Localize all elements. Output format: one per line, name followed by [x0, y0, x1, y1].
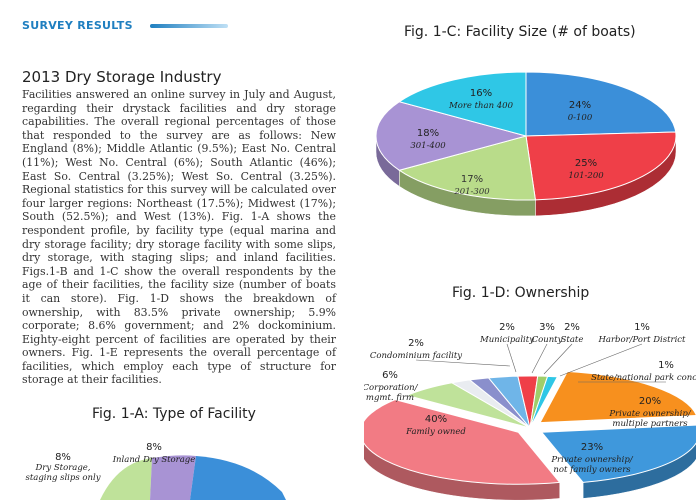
fig-1d-pct-private-ownership-multiple-partners: 20%	[639, 396, 661, 407]
fig-1d-pct-family-owned: 40%	[425, 414, 447, 425]
fig-1c-pct-more-than-400: 16%	[470, 88, 492, 99]
section-header: SURVEY RESULTS	[22, 19, 232, 39]
fig-1c-slice-301-400	[375, 101, 528, 171]
fig-1a-label-dry-storage-staging-slips-only: Dry Storage, staging slips only	[25, 463, 100, 483]
fig-1d-title: Fig. 1-D: Ownership	[452, 285, 590, 301]
fig-1a-label-inland-dry-storage: Inland Dry Storage	[112, 455, 196, 465]
fig-1d-leader-line	[531, 343, 548, 374]
fig-1d-pct-condominium-facility: 2%	[408, 338, 424, 349]
fig-1d-slice-family-owned	[364, 399, 561, 485]
fig-1c-title: Fig. 1-C: Facility Size (# of boats)	[404, 24, 636, 40]
fig-1a-slice-other	[190, 456, 286, 500]
fig-1c-slice-more-than-400	[398, 71, 527, 137]
fig-1d-label-harbor-port-district: Harbor/Port District	[598, 335, 687, 345]
fig-1d-label-private-ownership-not-family-owners: Private ownership/not family owners	[550, 455, 633, 475]
fig-1d-label-state-national-park-concessionaire: State/national park concessionaire	[591, 373, 696, 383]
fig-1a-pct-inland-dry-storage: 8%	[146, 442, 162, 453]
fig-1d-pie-chart: 20% Private ownership/multiple partners 23…	[364, 322, 696, 500]
fig-1c-pct-0-100: 24%	[569, 100, 591, 111]
fig-1d-leader-line	[559, 343, 643, 377]
fig-1c-label-0-100: 0-100	[568, 113, 593, 123]
fig-1d-leader-line	[543, 343, 573, 375]
fig-1d-label-corporation-mgmt-firm: Corporation/mgmt. firm	[364, 383, 419, 403]
fig-1d-pct-private-ownership-not-family-owners: 23%	[581, 442, 603, 453]
fig-1d-slice-private-ownership-not-family-owners	[540, 424, 696, 483]
fig-1a-title: Fig. 1-A: Type of Facility	[92, 406, 256, 422]
fig-1c-pct-101-200: 25%	[575, 158, 597, 169]
fig-1c-label-201-300: 201-300	[453, 187, 490, 197]
fig-1a-pie-chart: 8%Dry Storage, staging slips only8%Inland…	[25, 442, 300, 500]
section-accent-bar	[150, 24, 228, 28]
fig-1d-pct-municipality: 2%	[499, 322, 515, 333]
fig-1c-slice-0-100	[525, 71, 677, 137]
fig-1d-slice-state-national-park-concessionaire	[529, 375, 559, 429]
fig-1c-slice-201-300	[398, 135, 536, 201]
fig-1d-pct-corporation-mgmt-firm: 6%	[382, 370, 398, 381]
fig-1d-leader-line	[415, 359, 511, 367]
fig-1c-label-101-200: 101-200	[568, 171, 604, 181]
fig-1a-pct-dry-storage-staging-slips-only: 8%	[55, 452, 71, 463]
fig-1c-pct-201-300: 17%	[461, 174, 483, 185]
fig-1d-pct-state: 2%	[564, 322, 580, 333]
fig-1d-label-condominium-facility: Condominium facility	[370, 351, 462, 361]
fig-1d-label-state: State	[561, 335, 584, 345]
fig-1a-slice-dry-storage-staging-slips-only	[100, 458, 152, 500]
fig-1d-label-private-ownership-multiple-partners: Private ownership/multiple partners	[608, 409, 691, 429]
fig-1d-label-county: County	[532, 335, 563, 345]
fig-1c-slice-101-200	[525, 131, 677, 201]
fig-1d-slice-private-ownership-multiple-partners	[539, 370, 696, 424]
fig-1d-label-municipality: Municipality	[479, 335, 534, 345]
fig-1a-slice-inland-dry-storage	[150, 455, 196, 500]
article-title: 2013 Dry Storage Industry	[22, 68, 222, 86]
fig-1d-label-family-owned: Family owned	[405, 427, 466, 437]
fig-1c-pie-chart: 24% 0-100 25% 101-200 17% 201-300 18% 301-400 16…	[375, 71, 677, 217]
fig-1d-pct-state-national-park-concessionaire: 1%	[658, 360, 674, 371]
fig-1c-label-more-than-400: More than 400	[448, 101, 514, 111]
fig-1d-pct-county: 3%	[539, 322, 555, 333]
article: 2013 Dry Storage Industry Facilities ans…	[22, 68, 336, 387]
fig-1c-pct-301-400: 18%	[417, 128, 439, 139]
fig-1d-leader-line	[506, 343, 517, 373]
fig-1d-pct-harbor-port-district: 1%	[634, 322, 650, 333]
article-body: Facilities answered an online survey in …	[22, 88, 336, 387]
fig-1c-label-301-400: 301-400	[410, 141, 446, 151]
section-label: SURVEY RESULTS	[22, 19, 133, 32]
